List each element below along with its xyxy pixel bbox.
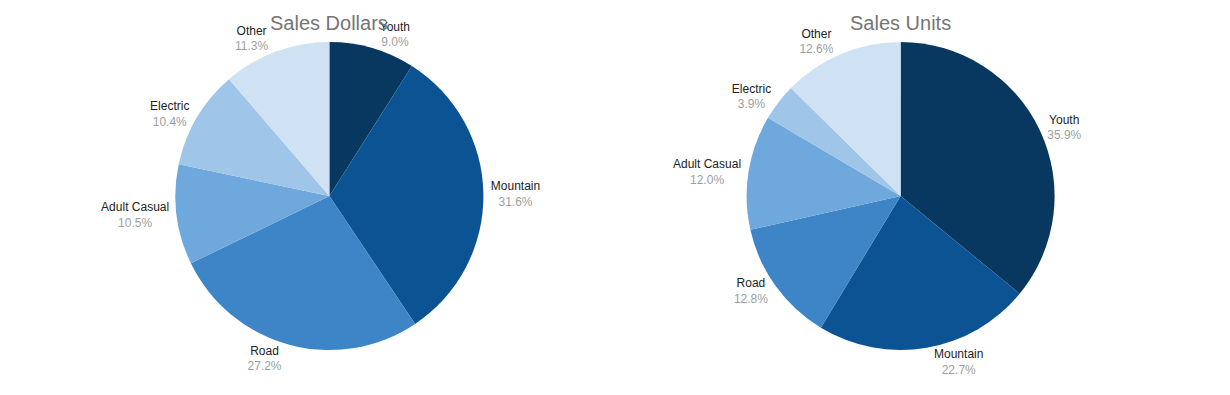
svg-text:Sales Units: Sales Units	[850, 12, 951, 34]
svg-text:Adult Casual10.5%: Adult Casual10.5%	[101, 200, 169, 230]
svg-text:Mountain31.6%: Mountain31.6%	[491, 179, 540, 209]
svg-text:Youth35.9%: Youth35.9%	[1047, 113, 1081, 143]
svg-text:Mountain22.7%: Mountain22.7%	[934, 347, 983, 377]
svg-text:Sales Dollars: Sales Dollars	[270, 12, 388, 34]
svg-text:Electric3.9%: Electric3.9%	[732, 82, 771, 112]
svg-text:Other11.3%: Other11.3%	[235, 24, 268, 54]
svg-text:Youth9.0%: Youth9.0%	[380, 20, 410, 50]
svg-text:Road27.2%: Road27.2%	[247, 344, 281, 374]
svg-text:Electric10.4%: Electric10.4%	[150, 99, 189, 129]
svg-text:Road12.8%: Road12.8%	[734, 276, 768, 306]
svg-text:Adult Casual12.0%: Adult Casual12.0%	[673, 157, 741, 187]
svg-text:Other12.6%: Other12.6%	[799, 27, 833, 57]
